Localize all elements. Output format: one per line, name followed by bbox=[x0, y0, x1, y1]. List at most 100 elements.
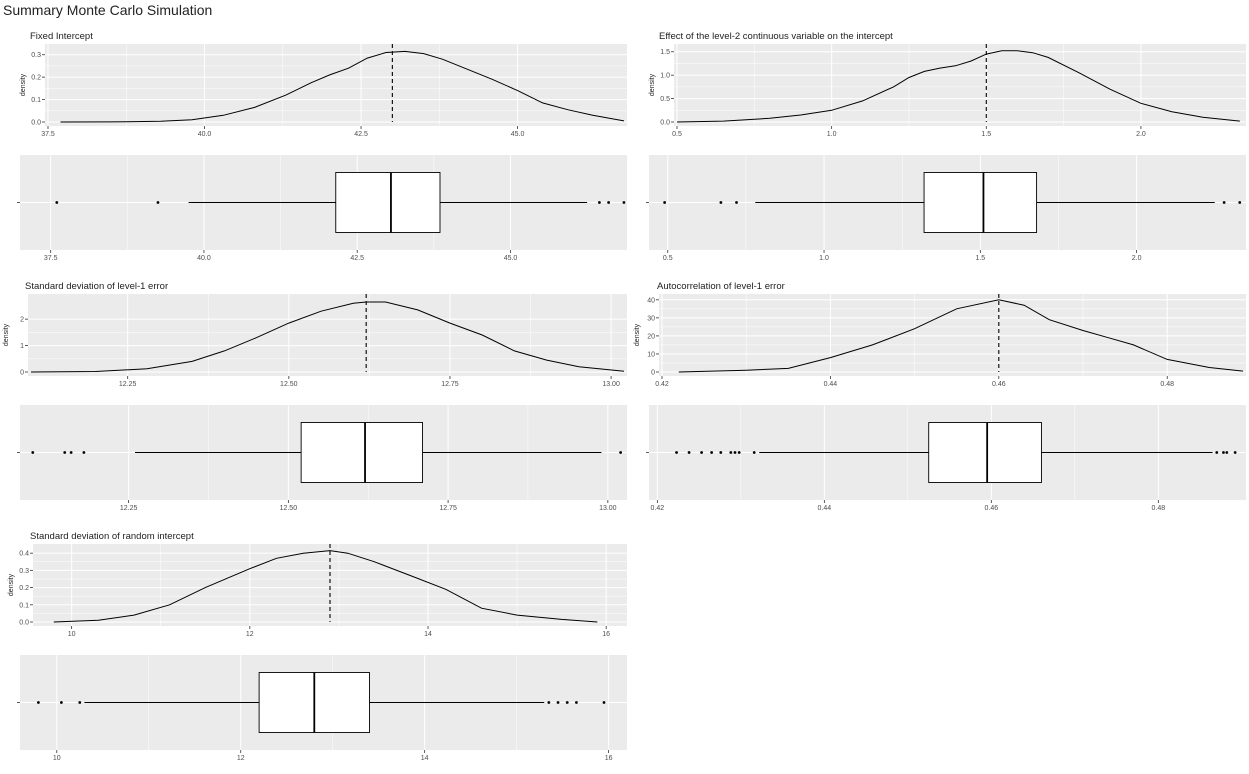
x-tick-label: 0.5 bbox=[672, 131, 682, 138]
outlier-point bbox=[733, 451, 737, 454]
outlier-point bbox=[729, 451, 733, 454]
outlier-point bbox=[69, 451, 73, 454]
chart-1: Fixed Intercept 37.5 40.0 42.5 45.0 0.0 0.1 0.2… bbox=[17, 31, 627, 262]
x-tick-label: 12.50 bbox=[280, 381, 298, 388]
outlier-point bbox=[675, 451, 678, 454]
x-tick-label: 0.42 bbox=[655, 381, 669, 388]
outlier-point bbox=[752, 451, 756, 454]
y-tick-label: 0.0 bbox=[660, 120, 670, 127]
outlier-point bbox=[63, 451, 67, 454]
outlier-point bbox=[55, 201, 59, 204]
x-tick-label: 16 bbox=[605, 755, 613, 762]
x-tick-label: 0.44 bbox=[818, 505, 832, 512]
iqr-box bbox=[928, 422, 1042, 483]
y-axis-label: density bbox=[649, 73, 656, 96]
outlier-point bbox=[598, 201, 601, 204]
y-tick-label: 0 bbox=[20, 370, 24, 377]
y-tick-label: 40 bbox=[647, 297, 655, 304]
x-tick-label: 16 bbox=[602, 631, 610, 638]
boxplot-1: 37.5 40.0 42.5 45.0 bbox=[17, 155, 627, 262]
density-curve bbox=[60, 50, 625, 123]
chart-title: Fixed Intercept bbox=[30, 31, 93, 42]
outlier-point bbox=[1238, 201, 1242, 204]
x-tick-label: 1.5 bbox=[975, 255, 985, 262]
x-tick-label: 0.5 bbox=[663, 255, 673, 262]
y-tick-label: 2 bbox=[20, 317, 24, 324]
outlier-point bbox=[82, 451, 86, 454]
x-tick-label: 0.46 bbox=[992, 381, 1006, 388]
x-tick-label: 12.25 bbox=[119, 381, 137, 388]
outlier-point bbox=[78, 701, 82, 704]
x-tick-label: 0.42 bbox=[651, 505, 665, 512]
y-tick-label: 1.0 bbox=[660, 73, 670, 80]
x-tick-label: 0.44 bbox=[824, 381, 838, 388]
x-tick-label: 37.5 bbox=[41, 131, 55, 138]
x-tick-label: 0.48 bbox=[1152, 505, 1166, 512]
boxplot-5: 10 12 14 16 bbox=[17, 655, 627, 762]
outlier-point bbox=[1233, 451, 1237, 454]
y-axis-label: density bbox=[634, 323, 641, 346]
outlier-point bbox=[31, 451, 35, 454]
density-panel bbox=[674, 44, 1246, 126]
boxplot-4: 0.42 0.44 0.46 0.48 bbox=[646, 405, 1246, 512]
x-tick-label: 12 bbox=[237, 755, 245, 762]
x-tick-label: 13.00 bbox=[599, 505, 617, 512]
y-tick-label: 0.2 bbox=[31, 75, 41, 82]
x-tick-label: 42.5 bbox=[350, 255, 364, 262]
chart-title: Autocorrelation of level-1 error bbox=[657, 281, 785, 292]
outlier-point bbox=[710, 451, 714, 454]
chart-title: Standard deviation of random intercept bbox=[30, 531, 194, 542]
iqr-box bbox=[923, 172, 1038, 233]
x-tick-label: 0.48 bbox=[1160, 381, 1174, 388]
outlier-point bbox=[565, 701, 569, 704]
outlier-point bbox=[687, 451, 691, 454]
outlier-point bbox=[700, 451, 704, 454]
y-tick-label: 0.2 bbox=[19, 585, 29, 592]
outlier-point bbox=[619, 451, 623, 454]
y-tick-label: 1 bbox=[20, 343, 24, 350]
iqr-box bbox=[300, 422, 423, 483]
density-panel bbox=[33, 544, 627, 626]
x-tick-label: 1.5 bbox=[981, 131, 991, 138]
y-tick-label: 0 bbox=[651, 370, 655, 377]
chart-3: Standard deviation of level-1 error 12.25… bbox=[3, 281, 627, 512]
outlier-point bbox=[156, 201, 160, 204]
x-tick-label: 45.0 bbox=[504, 255, 518, 262]
y-tick-label: 0.3 bbox=[19, 568, 29, 575]
chart-2: Effect of the level-2 continuous variabl… bbox=[646, 31, 1246, 262]
density-curve bbox=[30, 301, 625, 373]
x-tick-label: 40.0 bbox=[198, 131, 212, 138]
y-tick-label: 0.5 bbox=[660, 96, 670, 103]
x-tick-label: 13.00 bbox=[602, 381, 620, 388]
x-tick-label: 37.5 bbox=[44, 255, 58, 262]
outlier-point bbox=[607, 201, 611, 204]
y-tick-label: 30 bbox=[647, 315, 655, 322]
x-tick-label: 12.25 bbox=[120, 505, 138, 512]
y-tick-label: 1.5 bbox=[660, 49, 670, 56]
outlier-point bbox=[663, 201, 667, 204]
y-tick-label: 0.0 bbox=[19, 620, 29, 627]
y-tick-label: 0.1 bbox=[19, 602, 29, 609]
outlier-point bbox=[1222, 201, 1226, 204]
x-tick-label: 12.75 bbox=[439, 505, 457, 512]
outlier-point bbox=[556, 701, 560, 704]
outlier-point bbox=[1225, 451, 1229, 454]
outlier-point bbox=[737, 451, 741, 454]
x-tick-label: 0.46 bbox=[985, 505, 999, 512]
page-title: Summary Monte Carlo Simulation bbox=[3, 2, 213, 18]
outlier-point bbox=[719, 201, 723, 204]
boxplot-2: 0.5 1.0 1.5 2.0 bbox=[646, 155, 1246, 262]
boxplot-3: 12.25 12.50 12.75 13.00 bbox=[17, 405, 627, 512]
x-tick-label: 1.0 bbox=[819, 255, 829, 262]
x-tick-label: 14 bbox=[424, 631, 432, 638]
x-tick-label: 10 bbox=[53, 755, 61, 762]
x-tick-label: 42.5 bbox=[354, 131, 368, 138]
chart-4: Autocorrelation of level-1 error 0.42 0.44… bbox=[634, 281, 1246, 512]
y-tick-label: 20 bbox=[647, 333, 655, 340]
y-tick-label: 0.0 bbox=[31, 120, 41, 127]
outlier-point bbox=[547, 701, 551, 704]
outlier-point bbox=[1222, 451, 1225, 454]
outlier-point bbox=[1215, 451, 1219, 454]
outlier-point bbox=[602, 701, 606, 704]
